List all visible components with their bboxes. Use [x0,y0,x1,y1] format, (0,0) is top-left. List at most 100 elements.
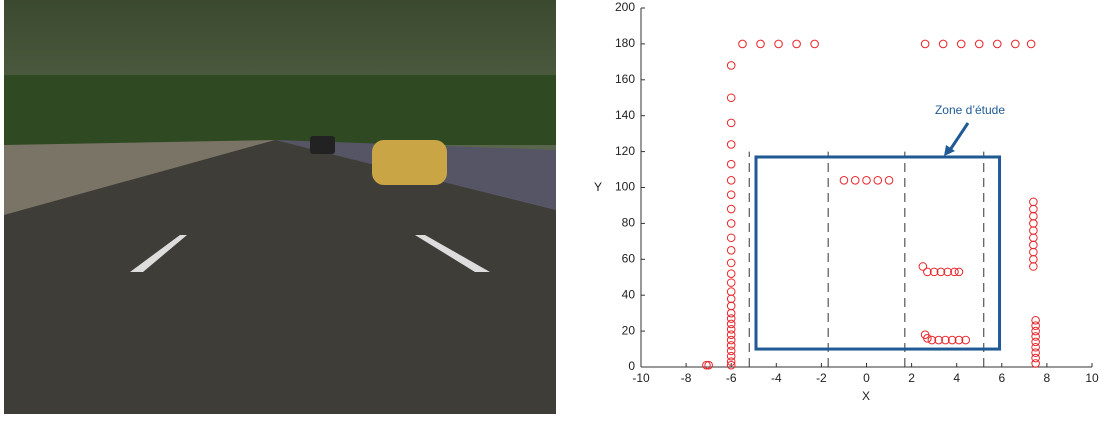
point [1029,226,1038,235]
point [726,360,736,370]
point [738,39,747,49]
point [726,258,736,268]
point [839,176,849,185]
point [726,308,736,318]
point [726,61,736,70]
point [726,233,736,243]
point [726,246,736,255]
point [1029,247,1038,257]
y-tick-label: 60 [622,251,636,265]
point [726,301,736,311]
point [1029,254,1038,264]
point [702,360,711,370]
point [810,39,819,49]
point [938,39,948,49]
point [726,341,736,350]
point [884,176,894,185]
x-tick-label: -8 [681,371,692,385]
point [934,335,943,345]
point [726,335,736,345]
point [961,335,971,345]
point [1029,262,1038,271]
y-tick-label: 160 [615,72,635,86]
point [704,360,713,370]
x-label: X [862,389,870,403]
point [726,351,736,361]
point [792,39,801,49]
point [923,267,932,277]
x-tick-label: 4 [953,371,960,385]
point [1031,353,1040,363]
zone-arrowhead [944,144,955,156]
x-tick-label: 10 [1085,371,1099,385]
point [941,335,950,345]
point [726,319,736,329]
point [862,176,871,185]
point [943,267,952,277]
point [918,262,928,271]
y-tick-label: 100 [615,180,635,194]
point [726,118,736,128]
y-tick-label: 40 [622,287,636,301]
point [1029,233,1038,243]
point [1031,359,1040,368]
x-tick-label: -6 [726,371,737,385]
x-tick-label: -4 [771,371,782,385]
point [927,335,937,345]
point [726,93,736,103]
point [992,39,1002,49]
point [929,267,939,277]
x-tick-label: 6 [998,371,1005,385]
point [726,357,736,366]
point [726,294,736,304]
point [1029,211,1038,221]
point [726,287,736,296]
y-label: Y [594,180,602,194]
point [1031,326,1040,336]
point [1031,321,1040,331]
y-tick-label: 0 [628,359,635,373]
y-tick-label: 80 [622,216,636,230]
point [726,159,736,169]
point [1031,342,1040,352]
point [920,39,930,49]
point [774,39,783,49]
point [1011,39,1020,49]
x-tick-label: 2 [908,371,915,385]
point [936,267,946,277]
zone-label: Zone d’étude [935,103,1005,117]
point [726,219,736,228]
point [1031,316,1040,325]
point [726,204,736,214]
zone-box [754,155,1002,351]
point [726,325,736,334]
point [947,335,957,345]
x-tick-label: -2 [816,371,827,385]
point [974,39,984,49]
point [950,267,959,277]
point [873,176,883,185]
x-tick-label: 8 [1044,371,1051,385]
point [956,39,966,49]
y-tick-label: 200 [615,0,635,14]
point [756,39,765,49]
point [1031,332,1040,341]
point [726,140,736,149]
point [1029,219,1038,228]
y-tick-label: 140 [615,108,635,122]
point [1026,39,1036,49]
point [726,176,736,185]
y-tick-label: 180 [615,36,635,50]
point [954,335,964,345]
point [1029,240,1038,250]
point [726,346,736,356]
x-tick-label: 0 [863,371,870,385]
road-image [4,0,556,414]
x-tick-label: -10 [632,371,650,385]
point [850,176,860,185]
point [726,278,736,287]
point [923,333,932,343]
point [726,314,736,323]
zone-arrow [946,122,970,154]
